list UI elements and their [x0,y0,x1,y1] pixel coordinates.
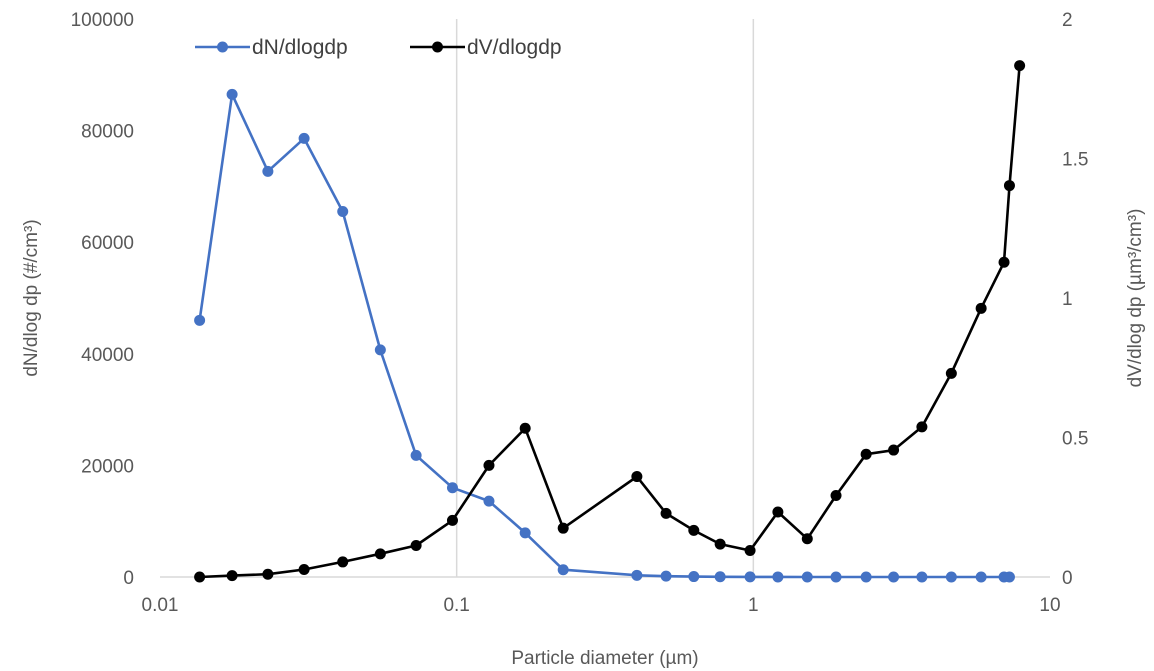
data-point [975,571,987,583]
data-point [519,422,531,434]
data-point [801,571,813,583]
data-point [772,571,784,583]
data-point [744,544,756,556]
x-axis-ticks: 0.01 0.1 1 10 [142,595,1061,616]
data-point [410,539,422,551]
data-point [298,132,310,144]
right-tick-label: 0.5 [1062,429,1088,450]
data-point [744,571,756,583]
left-tick-label: 20000 [81,456,134,477]
data-point [1003,571,1015,583]
data-point [1014,60,1026,72]
x-tick-label: 0.1 [443,595,469,616]
series-dv [194,60,1026,583]
data-point [483,459,495,471]
data-point [916,571,928,583]
data-point [631,569,643,581]
data-point [194,314,206,326]
legend-marker-dn [217,41,228,53]
left-axis-ticks: 0 20000 40000 60000 80000 100000 [71,10,134,589]
data-point [262,165,274,177]
data-point [945,367,957,379]
data-point [374,344,386,356]
series-dn [194,88,1015,583]
data-point [483,495,495,507]
left-tick-label: 40000 [81,345,134,366]
data-point [860,571,872,583]
left-tick-label: 80000 [81,122,134,143]
data-point [374,548,386,560]
right-y-axis-title: dV/dlog dp (µm³/cm³) [1125,209,1146,388]
data-point [888,444,900,456]
data-point [830,571,842,583]
data-point [1003,180,1015,192]
right-tick-label: 0 [1062,568,1073,589]
data-point [660,570,672,582]
data-point [714,571,726,583]
left-tick-label: 60000 [81,233,134,254]
x-tick-label: 10 [1039,595,1060,616]
data-point [660,507,672,519]
data-point [337,206,349,218]
data-point [888,571,900,583]
x-axis-title: Particle diameter (µm) [511,648,698,669]
x-tick-label: 0.01 [142,595,179,616]
data-point [557,522,569,534]
data-point [631,471,643,483]
data-point [298,563,310,575]
data-point [772,506,784,518]
right-tick-label: 1.5 [1062,150,1088,171]
legend-label-dn: dN/dlogdp [252,36,348,59]
data-point [446,514,458,526]
legend: dN/dlogdp dV/dlogdp [195,36,562,59]
data-point [194,571,206,583]
data-point [830,490,842,502]
left-y-axis-title: dN/dlog dp (#/cm³) [21,219,42,376]
data-point [688,571,700,583]
data-point [688,524,700,536]
data-point [226,570,238,582]
data-point [337,556,349,568]
data-point [226,88,238,100]
right-tick-label: 1 [1062,289,1073,310]
right-tick-label: 2 [1062,10,1073,31]
data-point [519,527,531,539]
data-point [410,449,422,461]
data-point [262,568,274,580]
data-point [446,482,458,494]
data-point [860,448,872,460]
series-layer [194,60,1026,583]
data-point [714,538,726,550]
gridlines [455,19,755,577]
legend-label-dv: dV/dlogdp [467,36,562,59]
data-point [998,256,1010,268]
data-point [975,302,987,314]
right-axis-ticks: 0 0.5 1 1.5 2 [1062,10,1088,589]
series-line [198,93,1010,579]
left-tick-label: 0 [123,568,134,589]
data-point [916,421,928,433]
data-point [557,564,569,576]
data-point [945,571,957,583]
legend-marker-dv [432,41,443,53]
x-tick-label: 1 [748,595,759,616]
data-point [801,533,813,545]
series-line [199,65,1021,579]
left-tick-label: 100000 [71,10,134,31]
